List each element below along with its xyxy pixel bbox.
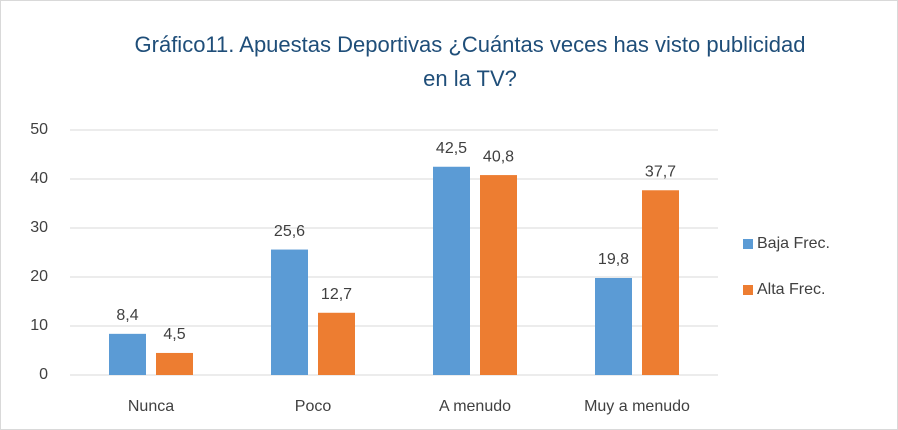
legend-label: Alta Frec. (757, 281, 825, 298)
x-tick-label: Muy a menudo (584, 398, 690, 415)
y-tick-label: 10 (30, 317, 48, 334)
bar (109, 333, 146, 375)
bar (318, 312, 355, 375)
x-tick-label: Poco (295, 398, 332, 415)
chart-title: Gráfico11. Apuestas Deportivas ¿Cuántas … (134, 32, 806, 91)
y-tick-label: 30 (30, 219, 48, 236)
y-tick-label: 0 (39, 366, 48, 383)
y-tick-label: 20 (30, 268, 48, 285)
data-label: 4,5 (163, 326, 185, 343)
y-tick-label: 40 (30, 170, 48, 187)
bar (642, 190, 679, 375)
bar (480, 175, 517, 375)
x-tick-label: A menudo (439, 398, 511, 415)
data-label: 19,8 (598, 251, 629, 268)
data-label: 12,7 (321, 286, 352, 303)
bar (433, 166, 470, 375)
data-label: 37,7 (645, 163, 676, 180)
legend-swatch (743, 285, 753, 295)
legend-swatch (743, 239, 753, 249)
data-label: 8,4 (116, 307, 138, 324)
x-tick-label: Nunca (128, 398, 174, 415)
bar (156, 352, 193, 375)
data-label: 40,8 (483, 148, 514, 165)
legend-label: Baja Frec. (757, 235, 830, 252)
bar (595, 277, 632, 375)
data-label: 25,6 (274, 223, 305, 240)
data-label: 42,5 (436, 140, 467, 157)
bar (271, 249, 308, 375)
y-tick-label: 50 (30, 121, 48, 138)
